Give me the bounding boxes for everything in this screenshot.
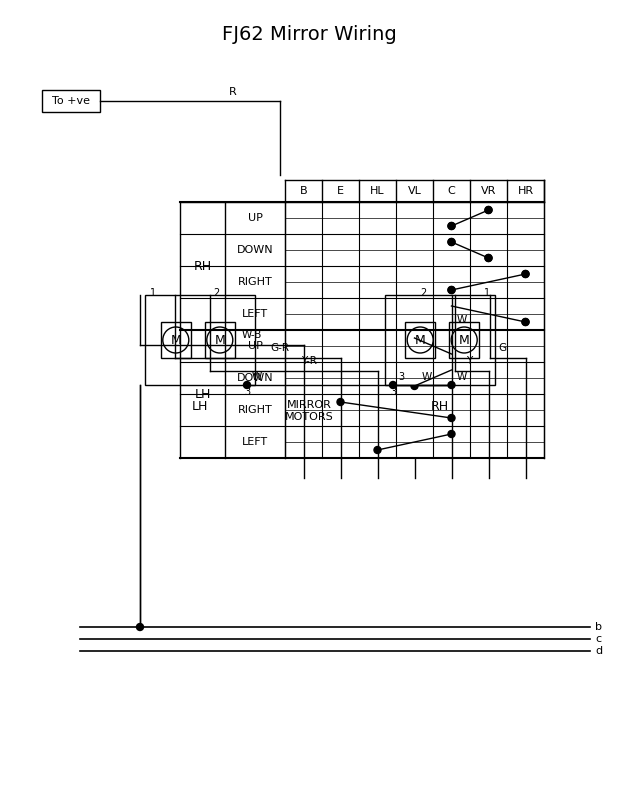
Text: To +ve: To +ve (52, 96, 90, 106)
Circle shape (448, 414, 455, 422)
Bar (161, 322, 191, 358)
Circle shape (448, 366, 455, 374)
Bar (145, 295, 255, 385)
Text: W: W (457, 372, 467, 382)
Text: RIGHT: RIGHT (238, 405, 273, 415)
Circle shape (448, 286, 455, 294)
Text: VL: VL (407, 186, 421, 196)
Circle shape (411, 382, 418, 390)
Circle shape (485, 254, 492, 262)
Circle shape (448, 222, 455, 230)
Circle shape (448, 350, 455, 358)
Circle shape (448, 430, 455, 438)
Circle shape (337, 398, 344, 406)
Circle shape (163, 327, 189, 353)
Circle shape (448, 302, 455, 310)
Text: M: M (415, 334, 426, 346)
Circle shape (451, 327, 477, 353)
Text: G-R: G-R (271, 343, 290, 353)
Circle shape (389, 382, 397, 389)
Text: LEFT: LEFT (242, 309, 268, 319)
Text: M: M (459, 334, 470, 346)
Circle shape (485, 254, 492, 262)
Text: 1: 1 (484, 288, 490, 298)
Circle shape (485, 206, 492, 214)
Text: W: W (422, 372, 433, 382)
Text: RIGHT: RIGHT (238, 277, 273, 287)
Circle shape (407, 327, 433, 353)
Text: Y: Y (466, 356, 472, 366)
Text: W-B: W-B (242, 330, 262, 340)
Circle shape (522, 318, 529, 326)
Text: Y-R: Y-R (301, 356, 316, 366)
Circle shape (448, 238, 455, 246)
Text: 2: 2 (420, 288, 426, 298)
Text: b: b (595, 622, 602, 632)
Circle shape (485, 206, 492, 214)
Text: B: B (300, 186, 307, 196)
Text: RH: RH (193, 259, 211, 273)
Text: 3: 3 (244, 387, 250, 397)
Circle shape (522, 318, 529, 326)
Text: DOWN: DOWN (237, 245, 273, 255)
Text: c: c (595, 634, 601, 644)
Text: d: d (595, 646, 602, 656)
Circle shape (448, 222, 455, 230)
Text: HR: HR (517, 186, 533, 196)
Text: RH: RH (431, 400, 449, 413)
Circle shape (448, 238, 455, 246)
Text: 3: 3 (398, 372, 404, 382)
Text: 3: 3 (390, 387, 396, 397)
Text: VR: VR (481, 186, 496, 196)
Circle shape (243, 382, 250, 389)
Text: W: W (457, 315, 467, 325)
Circle shape (448, 382, 455, 389)
Circle shape (137, 623, 143, 630)
Circle shape (207, 327, 233, 353)
Circle shape (411, 334, 418, 342)
Text: G: G (499, 343, 507, 353)
Text: MIRROR
MOTORS: MIRROR MOTORS (285, 400, 333, 422)
Text: HL: HL (370, 186, 385, 196)
Text: 2: 2 (213, 288, 219, 298)
Text: W: W (252, 372, 262, 382)
Text: LEFT: LEFT (242, 437, 268, 447)
Circle shape (374, 446, 381, 454)
Circle shape (522, 270, 529, 278)
Bar (405, 322, 435, 358)
Text: E: E (337, 186, 344, 196)
Text: UP: UP (248, 213, 263, 223)
Text: C: C (447, 186, 455, 196)
Circle shape (448, 302, 455, 310)
Text: LH: LH (192, 400, 208, 413)
Text: R: R (229, 87, 237, 97)
Text: DOWN: DOWN (237, 373, 273, 383)
Text: M: M (171, 334, 181, 346)
Bar (449, 322, 479, 358)
Text: M: M (214, 334, 225, 346)
Bar (385, 295, 495, 385)
Bar (205, 322, 235, 358)
Bar (42, 90, 100, 112)
Circle shape (522, 270, 529, 278)
Circle shape (448, 286, 455, 294)
Text: LH: LH (194, 387, 211, 401)
Text: UP: UP (248, 341, 263, 351)
Text: FJ62 Mirror Wiring: FJ62 Mirror Wiring (222, 25, 396, 44)
Text: 1: 1 (150, 288, 156, 298)
